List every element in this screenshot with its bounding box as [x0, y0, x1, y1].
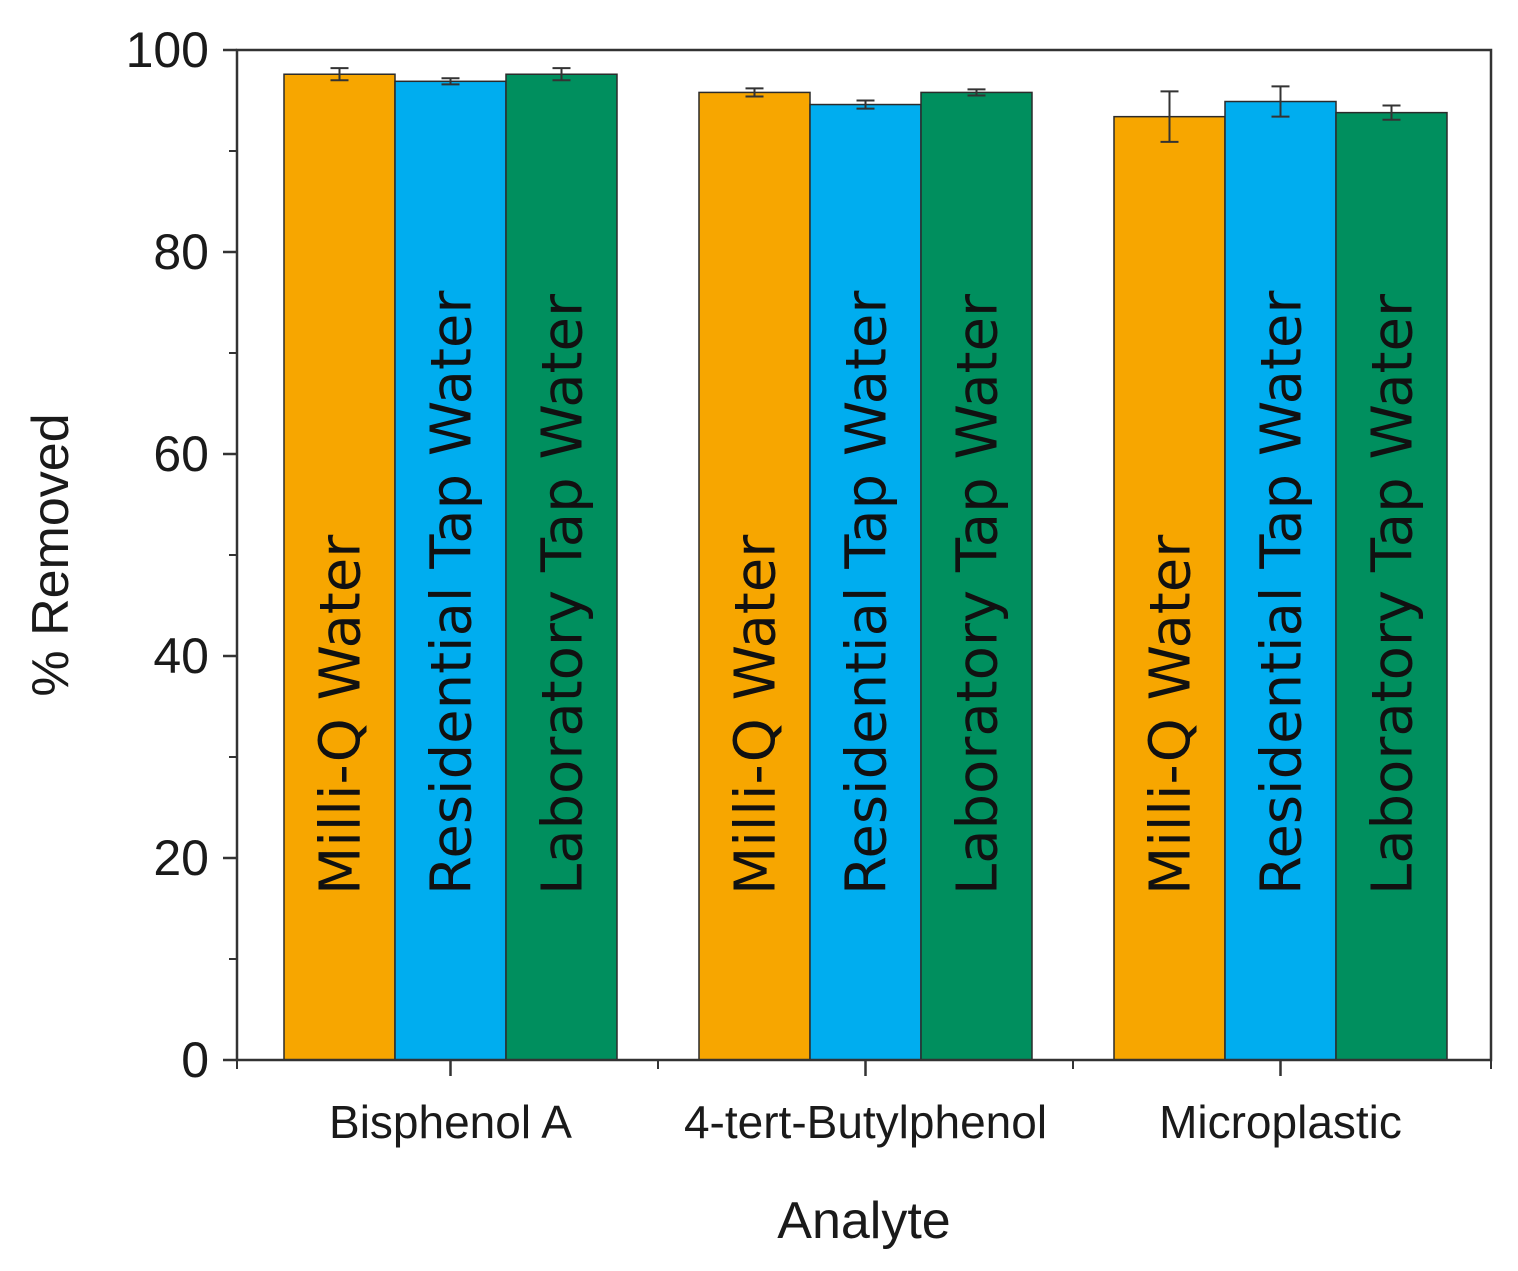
- bar: [394, 80, 507, 1061]
- bar-series-label: Residential Tap Water: [1250, 290, 1315, 895]
- bar-series-label: Laboratory Tap Water: [946, 293, 1011, 895]
- bar: [283, 73, 396, 1061]
- y-tick-label: 40: [153, 628, 209, 684]
- y-tick-label: 60: [153, 426, 209, 482]
- bar-series-label: Laboratory Tap Water: [531, 293, 596, 895]
- y-tick-label: 100: [126, 22, 209, 78]
- x-tick-label: Microplastic: [1159, 1096, 1402, 1148]
- y-tick-label: 80: [153, 224, 209, 280]
- bar-series-label: Residential Tap Water: [420, 290, 485, 895]
- bar-series-label: Milli-Q Water: [1139, 534, 1204, 895]
- bar: [920, 91, 1033, 1061]
- y-tick-label: 0: [181, 1032, 209, 1088]
- error-bars-layer: [330, 67, 1401, 143]
- bars-layer: [283, 73, 1448, 1061]
- x-tick-label: Bisphenol A: [329, 1096, 572, 1148]
- bar: [1224, 100, 1337, 1061]
- bar-series-label: Milli-Q Water: [309, 534, 374, 895]
- bar-series-label: Residential Tap Water: [835, 290, 900, 895]
- axes-layer: 0 20 40 60 80 100 Bisphenol A 4-tert-Butylpheno…: [126, 22, 1493, 1148]
- y-axis-title: % Removed: [22, 413, 80, 696]
- y-tick-label: 20: [153, 830, 209, 886]
- bar-series-label: Laboratory Tap Water: [1361, 293, 1426, 895]
- x-tick-label: 4-tert-Butylphenol: [684, 1096, 1047, 1148]
- bar-labels-layer: Milli-Q Water Residential Tap Water Labora…: [309, 290, 1426, 895]
- bar-series-label: Milli-Q Water: [724, 534, 789, 895]
- bar: [698, 91, 811, 1061]
- bar: [809, 103, 922, 1061]
- x-axis-title: Analyte: [777, 1192, 950, 1250]
